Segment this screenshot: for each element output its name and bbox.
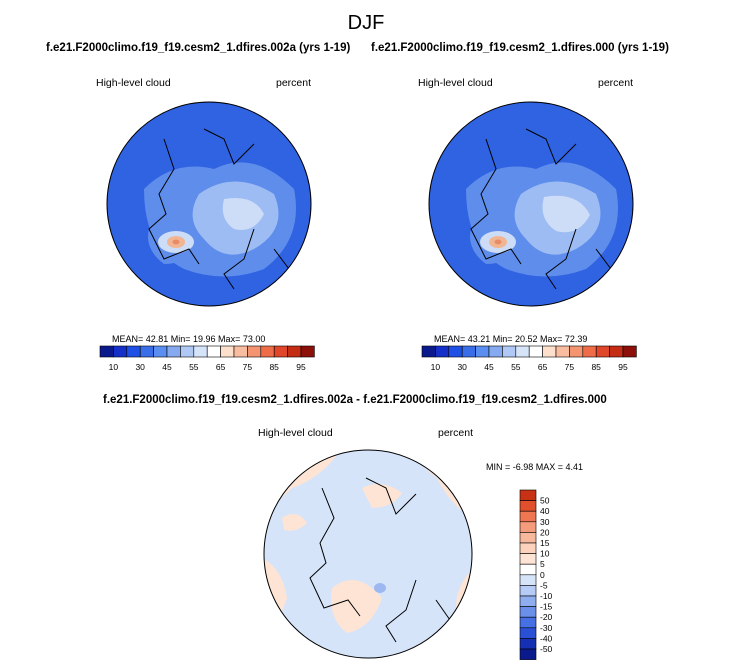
colorbar-box (542, 345, 557, 358)
colorbar-box (519, 510, 537, 523)
colorbar-tick-label: -30 (540, 623, 553, 633)
colorbar-box (519, 606, 537, 618)
colorbar-tick-label: 95 (618, 362, 628, 372)
colorbar-tick-label: -40 (540, 633, 553, 643)
colorbar-box (166, 345, 181, 358)
left-panel-title: f.e21.F2000climo.f19_f19.cesm2_1.dfires.… (46, 42, 351, 54)
colorbar-box (113, 345, 128, 358)
colorbar-box (555, 345, 570, 358)
colorbar-tick-label: 45 (484, 362, 494, 372)
colorbar-tick-label: 65 (216, 362, 226, 372)
colorbar-box (461, 345, 476, 358)
diff-stats: MIN = -6.98 MAX = 4.41 (486, 462, 584, 472)
colorbar-box (519, 585, 537, 597)
colorbar-box (287, 345, 302, 358)
colorbar-box (519, 627, 537, 639)
colorbar-box (273, 345, 288, 358)
colorbar-box (519, 616, 537, 629)
colorbar-box (139, 345, 154, 358)
diff-variable-label: High-level cloud (258, 427, 333, 439)
colorbar-box (233, 345, 248, 358)
diff-polar-map (263, 449, 473, 659)
left-colorbar: 10 30 45 55 65 75 85 95 (99, 345, 315, 372)
right-colorbar: 10 30 45 55 65 75 85 95 (421, 345, 637, 372)
colorbar-tick-label: -5 (540, 580, 548, 590)
colorbar-tick-label: 15 (540, 538, 550, 548)
figure-title: DJF (347, 12, 385, 34)
colorbar-box (220, 345, 235, 358)
colorbar-tick-label: 75 (243, 362, 253, 372)
colorbar-tick-label: 10 (431, 362, 441, 372)
colorbar-box (519, 638, 537, 650)
colorbar-box (582, 345, 597, 358)
colorbar-tick-label: -50 (540, 644, 553, 654)
colorbar-tick-label: 85 (591, 362, 601, 372)
colorbar-tick-label: 55 (511, 362, 521, 372)
diff-units-label: percent (438, 427, 474, 439)
colorbar-box (435, 345, 450, 358)
colorbar-tick-label: 30 (135, 362, 145, 372)
left-stats: MEAN= 42.81 Min= 19.96 Max= 73.00 (112, 334, 266, 344)
colorbar-box (126, 345, 141, 358)
colorbar-box (519, 574, 537, 586)
difference-title: f.e21.F2000climo.f19_f19.cesm2_1.dfires.… (103, 394, 607, 406)
colorbar-box (595, 345, 610, 358)
colorbar-tick-label: 5 (540, 559, 545, 569)
colorbar-tick-label: 95 (296, 362, 306, 372)
colorbar-tick-label: 75 (565, 362, 575, 372)
left-polar-map (106, 101, 312, 307)
colorbar-tick-label: -15 (540, 602, 553, 612)
colorbar-box (519, 542, 537, 554)
colorbar-box (502, 345, 517, 358)
right-panel-title: f.e21.F2000climo.f19_f19.cesm2_1.dfires.… (371, 42, 669, 54)
colorbar-box (569, 345, 584, 358)
left-variable-label: High-level cloud (96, 77, 171, 89)
colorbar-box (300, 345, 315, 358)
colorbar-box (448, 345, 463, 358)
colorbar-box (528, 345, 543, 358)
colorbar-box (99, 345, 114, 358)
colorbar-tick-label: 55 (189, 362, 199, 372)
colorbar-box (475, 345, 490, 358)
colorbar-box (609, 345, 624, 358)
right-variable-label: High-level cloud (418, 77, 493, 89)
colorbar-tick-label: 20 (540, 527, 550, 537)
colorbar-tick-label: 10 (540, 549, 550, 559)
colorbar-tick-label: -10 (540, 591, 553, 601)
right-stats: MEAN= 43.21 Min= 20.52 Max= 72.39 (434, 334, 588, 344)
colorbar-tick-label: 45 (162, 362, 172, 372)
colorbar-box (622, 345, 637, 358)
colorbar-box (519, 500, 537, 512)
colorbar-box (247, 345, 262, 358)
colorbar-box (519, 489, 537, 501)
colorbar-box (193, 345, 208, 358)
colorbar-box (180, 345, 195, 358)
colorbar-box (519, 553, 537, 565)
right-units-label: percent (598, 77, 634, 89)
colorbar-tick-label: -20 (540, 612, 553, 622)
colorbar-tick-label: 65 (538, 362, 548, 372)
colorbar-box (206, 345, 221, 358)
left-units-label: percent (276, 77, 312, 89)
colorbar-box (519, 563, 537, 576)
colorbar-tick-label: 50 (540, 496, 550, 506)
colorbar-box (260, 345, 275, 358)
colorbar-tick-label: 30 (540, 517, 550, 527)
colorbar-tick-label: 40 (540, 506, 550, 516)
colorbar-box (519, 648, 537, 660)
colorbar-tick-label: 30 (457, 362, 467, 372)
colorbar-box (515, 345, 530, 358)
colorbar-box (519, 595, 537, 607)
colorbar-box (421, 345, 436, 358)
colorbar-box (488, 345, 503, 358)
colorbar-tick-label: 10 (109, 362, 119, 372)
colorbar-box (519, 532, 537, 544)
colorbar-box (519, 521, 537, 533)
right-polar-map (428, 101, 634, 307)
colorbar-box (153, 345, 168, 358)
colorbar-tick-label: 0 (540, 570, 545, 580)
colorbar-tick-label: 85 (269, 362, 279, 372)
